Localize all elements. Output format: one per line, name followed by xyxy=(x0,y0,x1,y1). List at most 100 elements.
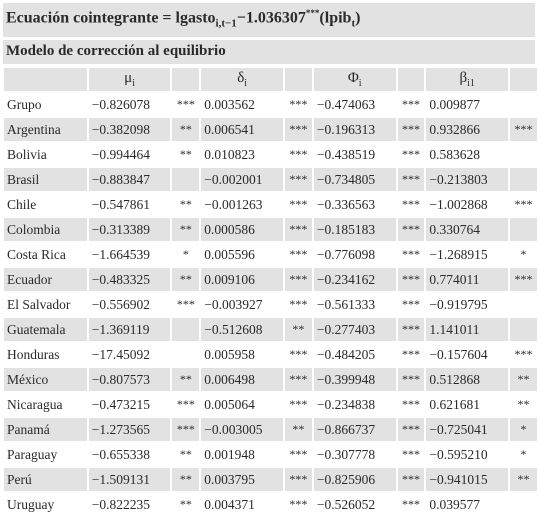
significance-stars: *** xyxy=(172,293,200,316)
coefficient-value: −0.307778 xyxy=(313,443,396,466)
header-significance-cell xyxy=(172,68,200,91)
significance-stars xyxy=(510,318,537,341)
significance-stars: *** xyxy=(397,168,425,191)
column-subscript: i1 xyxy=(467,78,475,89)
table-row: Honduras −17.45092 0.005958 *** −0.484205 ***… xyxy=(4,343,537,366)
coefficient-value: 0.005958 xyxy=(201,343,283,366)
coefficient-value: −0.941015 xyxy=(426,468,509,491)
coefficient-value: 0.000586 xyxy=(201,218,283,241)
coefficient-value: −0.003927 xyxy=(201,293,283,316)
coefficient-value: 0.006541 xyxy=(201,118,283,141)
significance-stars: ** xyxy=(172,118,200,141)
significance-stars: *** xyxy=(284,218,312,241)
coefficient-value: −0.234838 xyxy=(313,393,396,416)
coefficient-value: −0.512608 xyxy=(201,318,283,341)
significance-stars: *** xyxy=(397,493,425,516)
column-symbol: β xyxy=(459,70,468,86)
row-label: Perú xyxy=(4,468,87,491)
table-row: Panamá −1.273565 *** −0.003005 ** −0.866737 **… xyxy=(4,418,537,441)
coefficient-value: 0.512868 xyxy=(426,368,509,391)
equation-subscript: i,t−1 xyxy=(215,17,237,30)
significance-stars xyxy=(510,493,537,516)
coefficient-value: −0.473215 xyxy=(88,393,171,416)
table-row: Colombia −0.313389 ** 0.000586 *** −0.185183 *… xyxy=(4,218,537,241)
coefficient-value: −0.866737 xyxy=(313,418,396,441)
significance-stars: *** xyxy=(510,118,537,141)
significance-stars: * xyxy=(172,243,200,266)
table-row: Nicaragua −0.473215 *** 0.005064 *** −0.23483… xyxy=(4,393,537,416)
significance-stars xyxy=(510,93,537,116)
coefficient-value: 0.004371 xyxy=(201,493,283,516)
coefficient-value: −0.526052 xyxy=(313,493,396,516)
significance-stars: *** xyxy=(397,343,425,366)
coefficient-value: −0.776098 xyxy=(313,243,396,266)
coefficient-value: −0.561333 xyxy=(313,293,396,316)
table-row: Brasil −0.883847 −0.002001 *** −0.734805 *** −… xyxy=(4,168,537,191)
significance-stars: *** xyxy=(397,318,425,341)
coefficient-value: −0.438519 xyxy=(313,143,396,166)
coefficient-value: 0.932866 xyxy=(426,118,509,141)
coefficient-value: −17.45092 xyxy=(88,343,171,366)
table-row: Costa Rica −1.664539 * 0.005596 *** −0.776098… xyxy=(4,243,537,266)
column-subscript: i xyxy=(132,78,135,89)
row-label: Argentina xyxy=(4,118,87,141)
coefficient-value: −0.277403 xyxy=(313,318,396,341)
coefficient-value: −0.003005 xyxy=(201,418,283,441)
coefficient-value: −1.509131 xyxy=(88,468,171,491)
row-label: Nicaragua xyxy=(4,393,87,416)
coefficient-value: 0.006498 xyxy=(201,368,283,391)
significance-stars: ** xyxy=(172,268,200,291)
significance-stars: *** xyxy=(284,118,312,141)
coefficient-value: −1.268915 xyxy=(426,243,509,266)
significance-stars: *** xyxy=(397,118,425,141)
coefficient-value: −0.807573 xyxy=(88,368,171,391)
row-label: Guatemala xyxy=(4,318,87,341)
significance-stars: ** xyxy=(510,393,537,416)
header-corner xyxy=(4,68,87,91)
coefficient-value: −0.002001 xyxy=(201,168,283,191)
significance-stars xyxy=(172,318,200,341)
coefficient-value: −1.273565 xyxy=(88,418,171,441)
equation-significance: *** xyxy=(305,8,320,18)
coefficient-value: −0.336563 xyxy=(313,193,396,216)
significance-stars: *** xyxy=(397,93,425,116)
significance-stars: *** xyxy=(284,493,312,516)
coefficient-value: −0.725041 xyxy=(426,418,509,441)
significance-stars: ** xyxy=(172,443,200,466)
significance-stars: *** xyxy=(284,393,312,416)
significance-stars: ** xyxy=(172,143,200,166)
row-label: Honduras xyxy=(4,343,87,366)
coefficient-value: 0.621681 xyxy=(426,393,509,416)
cointegrating-equation: Ecuación cointegrante = lgastoi,t−1−1.03… xyxy=(3,3,535,37)
row-label: Bolivia xyxy=(4,143,87,166)
coefficient-value: 0.005064 xyxy=(201,393,283,416)
coefficient-value: 0.009877 xyxy=(426,93,509,116)
coefficient-value: −0.734805 xyxy=(313,168,396,191)
coefficient-value: −0.994464 xyxy=(88,143,171,166)
column-header: μi xyxy=(88,68,171,91)
significance-stars: * xyxy=(510,243,537,266)
coefficients-table: μi δi Φi βi1 Grupo −0.826078 *** 0.003562 *** −0.… xyxy=(2,66,539,518)
coefficient-value: −1.369119 xyxy=(88,318,171,341)
coefficient-value: −0.825906 xyxy=(313,468,396,491)
coefficient-value: −0.547861 xyxy=(88,193,171,216)
significance-stars xyxy=(510,143,537,166)
coefficient-value: −0.382098 xyxy=(88,118,171,141)
table-row: Chile −0.547861 ** −0.001263 *** −0.336563 ***… xyxy=(4,193,537,216)
coefficient-value: 0.001948 xyxy=(201,443,283,466)
coefficient-value: 0.039577 xyxy=(426,493,509,516)
column-symbol: δ xyxy=(237,70,245,86)
table-row: México −0.807573 ** 0.006498 *** −0.399948 ***… xyxy=(4,368,537,391)
row-label: Paraguay xyxy=(4,443,87,466)
table-row: Argentina −0.382098 ** 0.006541 *** −0.196313… xyxy=(4,118,537,141)
significance-stars: *** xyxy=(397,193,425,216)
coefficient-value: 0.330764 xyxy=(426,218,509,241)
significance-stars: *** xyxy=(397,218,425,241)
coefficient-value: 0.003562 xyxy=(201,93,283,116)
significance-stars: *** xyxy=(397,368,425,391)
significance-stars: *** xyxy=(397,243,425,266)
significance-stars: *** xyxy=(172,418,200,441)
coefficient-value: 0.003795 xyxy=(201,468,283,491)
row-label: México xyxy=(4,368,87,391)
significance-stars: *** xyxy=(172,393,200,416)
